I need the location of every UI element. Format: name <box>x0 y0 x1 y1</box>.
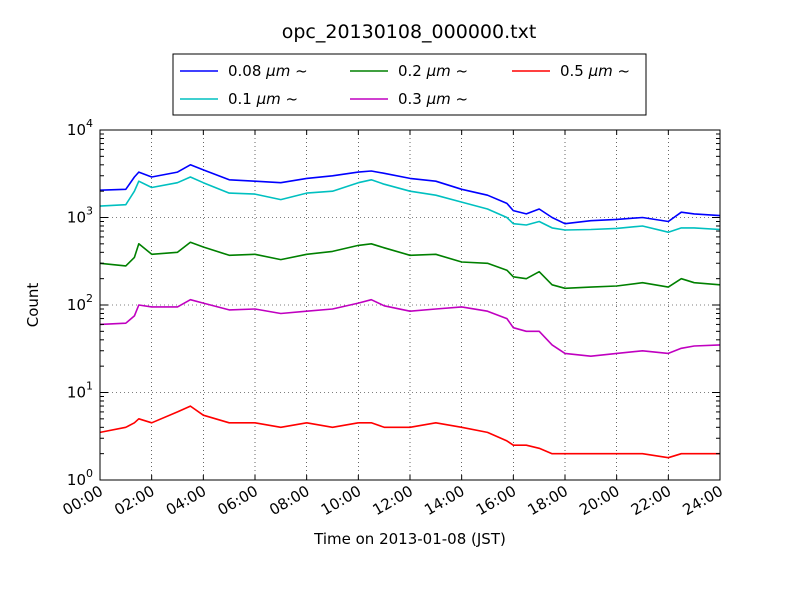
legend-value: 0.08 <box>228 62 266 80</box>
legend-suffix: ~ <box>613 62 630 80</box>
legend-value: 0.1 <box>228 90 257 108</box>
x-tick-label: 24:00 <box>680 482 726 519</box>
y-tick-base: 10 <box>67 121 86 139</box>
x-tick-label: 06:00 <box>215 482 261 519</box>
y-tick-exponent: 0 <box>86 467 93 480</box>
data-lines <box>99 164 721 459</box>
y-tick-label: 100 <box>67 467 93 489</box>
y-tick-label: 101 <box>67 380 93 402</box>
series-line <box>99 176 721 233</box>
x-tick-label: 12:00 <box>370 482 416 519</box>
x-tick-label: 08:00 <box>266 482 312 519</box>
y-tick-base: 10 <box>67 471 86 489</box>
y-tick-label: 102 <box>67 292 93 314</box>
legend-value: 0.5 <box>560 62 589 80</box>
series-line <box>99 241 721 290</box>
series-line <box>99 164 721 225</box>
legend-label: 0.5 μm ~ <box>560 62 630 80</box>
y-tick-base: 10 <box>67 384 86 402</box>
y-tick-exponent: 4 <box>86 117 93 130</box>
legend-label: 0.3 μm ~ <box>398 90 468 108</box>
legend-suffix: ~ <box>281 90 298 108</box>
x-tick-label: 02:00 <box>111 482 157 519</box>
grid <box>100 130 720 480</box>
y-tick-exponent: 3 <box>86 205 93 218</box>
x-axis-label: Time on 2013-01-08 (JST) <box>313 530 506 548</box>
chart-title: opc_20130108_000000.txt <box>282 21 537 43</box>
legend-unit: μm <box>426 90 451 108</box>
y-tick-base: 10 <box>67 209 86 227</box>
legend-unit: μm <box>588 62 613 80</box>
x-tick-label: 10:00 <box>318 482 364 519</box>
legend-unit: μm <box>426 62 451 80</box>
y-tick-label: 104 <box>67 117 93 139</box>
legend-label: 0.2 μm ~ <box>398 62 468 80</box>
x-tick-label: 20:00 <box>576 482 622 519</box>
x-tick-label: 04:00 <box>163 482 209 519</box>
series-line <box>99 405 720 459</box>
legend-box <box>172 53 647 116</box>
x-tick-label: 16:00 <box>473 482 519 519</box>
legend-suffix: ~ <box>290 62 307 80</box>
y-tick-label: 103 <box>67 205 93 227</box>
y-tick-base: 10 <box>67 296 86 314</box>
y-axis-label: Count <box>24 283 42 328</box>
x-tick-label: 18:00 <box>525 482 571 519</box>
x-tick-label: 22:00 <box>628 482 674 519</box>
y-tick-exponent: 1 <box>86 380 93 393</box>
legend: 0.08 μm ~0.1 μm ~0.2 μm ~0.3 μm ~0.5 μm … <box>172 53 647 116</box>
series-line <box>99 298 721 358</box>
legend-value: 0.2 <box>398 62 427 80</box>
legend-suffix: ~ <box>451 62 468 80</box>
plot-area: 00:00 02:00 04:00 06:00 08:00 10:00 12:00 14:00… <box>60 117 726 519</box>
legend-unit: μm <box>256 90 281 108</box>
y-tick-exponent: 2 <box>86 292 93 305</box>
legend-value: 0.3 <box>398 90 427 108</box>
x-tick-label: 14:00 <box>421 482 467 519</box>
legend-label: 0.1 μm ~ <box>228 90 298 108</box>
legend-suffix: ~ <box>451 90 468 108</box>
legend-unit: μm <box>265 62 290 80</box>
legend-label: 0.08 μm ~ <box>228 62 308 80</box>
